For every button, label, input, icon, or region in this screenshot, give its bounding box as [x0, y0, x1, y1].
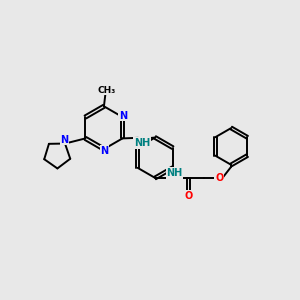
- Text: CH₃: CH₃: [97, 86, 116, 95]
- Text: O: O: [184, 191, 193, 201]
- Text: N: N: [60, 135, 68, 145]
- Text: O: O: [215, 173, 224, 183]
- Text: N: N: [119, 110, 127, 121]
- Text: NH: NH: [167, 168, 183, 178]
- Text: N: N: [100, 146, 109, 156]
- Text: NH: NH: [134, 138, 150, 148]
